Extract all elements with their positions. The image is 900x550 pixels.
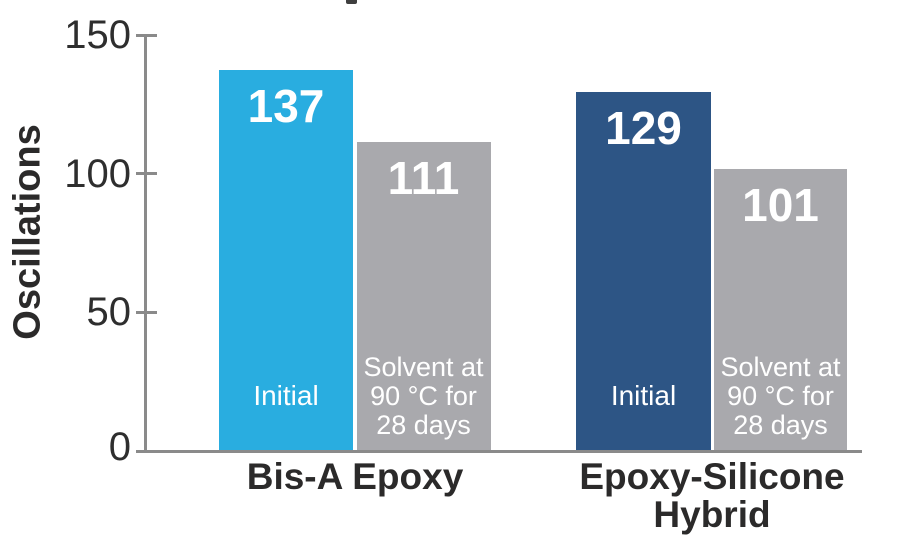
bar-condition-label: Initial	[610, 380, 677, 412]
condition-line: 90 °C for	[727, 381, 834, 412]
x-axis-line	[136, 449, 862, 453]
bar-value-label: 129	[605, 101, 682, 154]
cropped-title-fragment	[346, 0, 357, 4]
bar-epoxy-silicone-initial: 129 Initial	[576, 91, 711, 450]
y-tick-mark-150	[136, 33, 157, 37]
bar-bis-a-epoxy-solvent: 111 Solvent at 90 °C for 28 days	[356, 141, 491, 450]
condition-line: Solvent at	[363, 352, 484, 383]
category-label-epoxy-silicone-hybrid: Epoxy-Silicone Hybrid	[579, 456, 845, 536]
y-axis-line	[144, 35, 147, 452]
condition-line: 90 °C for	[370, 381, 477, 412]
bar-bis-a-epoxy-initial: 137 Initial	[219, 69, 353, 450]
bar-condition-label: Solvent at 90 °C for 28 days	[363, 352, 484, 441]
y-tick-label-100: 100	[64, 151, 131, 196]
y-tick-label-0: 0	[108, 425, 131, 469]
bar-condition-label: Solvent at 90 °C for 28 days	[720, 352, 841, 441]
y-tick-mark-50	[136, 310, 157, 314]
bar-value-label: 137	[247, 79, 325, 132]
bar-value-label: 101	[742, 179, 819, 232]
y-tick-mark-100	[136, 172, 157, 176]
category-label-bis-a-epoxy: Bis-A Epoxy	[246, 456, 464, 497]
condition-line: 28 days	[376, 410, 471, 441]
condition-line: Solvent at	[720, 352, 841, 383]
bar-condition-label: Initial	[253, 380, 319, 412]
y-tick-label-150: 150	[64, 13, 131, 57]
bar-value-label: 111	[387, 151, 460, 204]
condition-line: 28 days	[733, 410, 828, 441]
y-tick-label-50: 50	[86, 290, 132, 335]
bar-epoxy-silicone-solvent: 101 Solvent at 90 °C for 28 days	[714, 169, 847, 450]
